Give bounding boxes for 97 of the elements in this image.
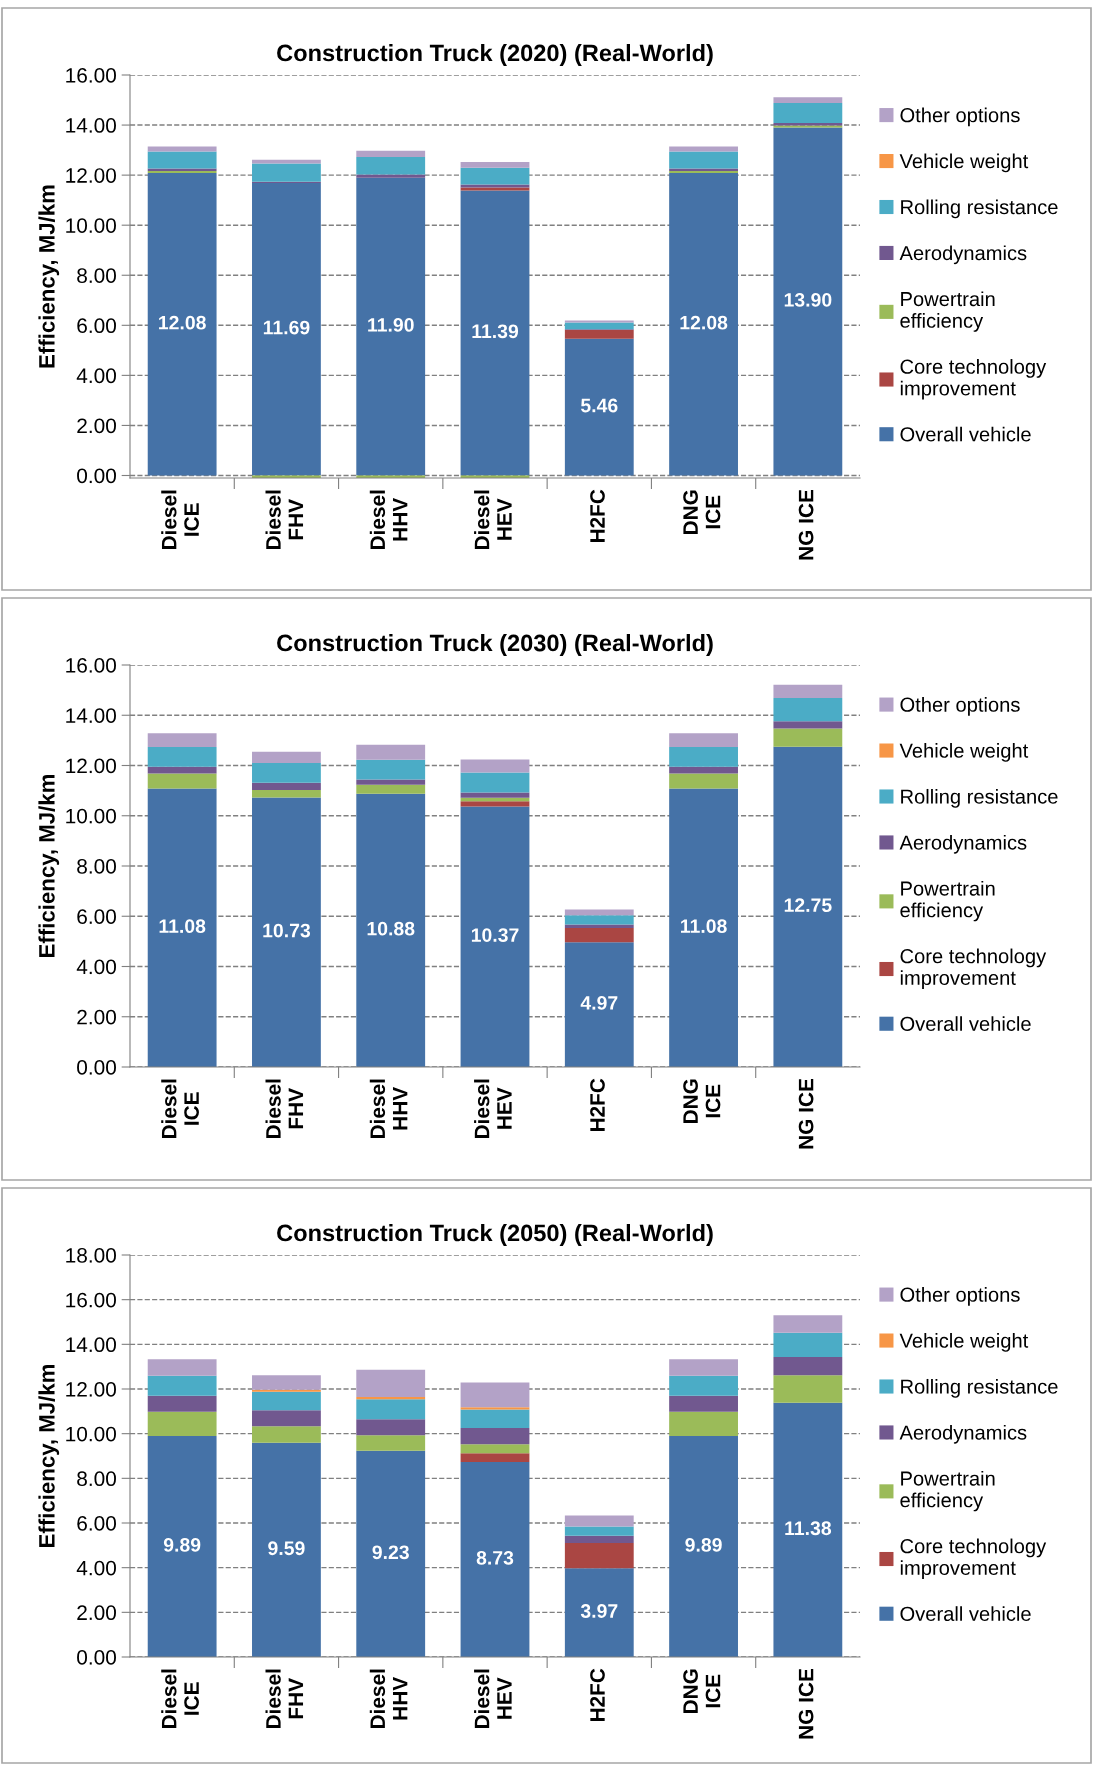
- y-tick-label: 6.00: [77, 318, 116, 334]
- x-tick-label: H2FC: [590, 1668, 605, 1722]
- data-label: 10.73: [263, 923, 311, 938]
- legend-label: Overall vehicle: [900, 1016, 1031, 1031]
- y-tick-label: 12.00: [66, 1382, 116, 1397]
- legend-label: Rolling resistance: [901, 788, 1058, 808]
- data-label: 11.69: [263, 320, 310, 335]
- data-label: 3.97: [580, 1604, 618, 1618]
- y-tick-label: 6.00: [77, 1516, 116, 1531]
- x-tick-label: Diesel FHV: [265, 1079, 304, 1139]
- data-label: 11.39: [472, 324, 519, 339]
- chart-title: Construction Truck (2020) (Real-World): [277, 44, 713, 67]
- y-tick-label: 4.00: [76, 1560, 116, 1576]
- y-tick-label: 0.00: [77, 1060, 116, 1075]
- y-tick-label: 12.00: [66, 758, 116, 774]
- data-label: 10.37: [471, 928, 519, 942]
- legend-label: Other options: [900, 1287, 1020, 1306]
- data-label: 12.08: [680, 315, 728, 330]
- legend-label: Vehicle weight: [899, 1333, 1029, 1352]
- legend-label: Powertrain efficiency: [900, 291, 995, 332]
- x-tick-label: Diesel HHV: [369, 1079, 408, 1139]
- x-tick-label: Diesel HHV: [369, 490, 408, 550]
- y-tick-label: 16.00: [66, 1292, 116, 1308]
- legend-label: Rolling resistance: [901, 1378, 1058, 1398]
- x-tick-label: DNG ICE: [683, 1079, 721, 1124]
- y-tick-label: 8.00: [77, 859, 116, 874]
- x-tick-label: Diesel ICE: [161, 490, 199, 550]
- data-label: 5.46: [580, 398, 618, 413]
- y-tick-label: 16.00: [66, 68, 116, 83]
- x-tick-label: Diesel ICE: [161, 1669, 199, 1729]
- data-label: 8.73: [476, 1550, 514, 1565]
- y-tick-label: 14.00: [66, 118, 116, 133]
- data-label: 9.89: [163, 1538, 201, 1552]
- y-tick-label: 10.00: [66, 218, 116, 233]
- data-label: 11.08: [159, 919, 206, 934]
- x-tick-label: DNG ICE: [683, 1669, 721, 1714]
- legend-label: Other options: [900, 107, 1020, 127]
- y-axis-title: Efficiency, MJ/km: [38, 185, 60, 368]
- x-tick-label: Diesel ICE: [161, 1079, 199, 1139]
- y-tick-label: 16.00: [66, 658, 116, 673]
- data-label: 4.97: [580, 996, 618, 1010]
- y-tick-label: 18.00: [66, 1248, 116, 1263]
- y-tick-label: 4.00: [76, 959, 116, 975]
- x-tick-label: H2FC: [590, 489, 605, 543]
- data-label: 9.23: [372, 1545, 409, 1560]
- data-label: 11.08: [681, 919, 727, 934]
- x-tick-label: NG ICE: [798, 1668, 814, 1739]
- y-tick-label: 2.00: [77, 1605, 116, 1621]
- x-tick-label: Diesel FHV: [265, 1669, 304, 1729]
- legend-label: Aerodynamics: [899, 245, 1027, 265]
- legend-label: Overall vehicle: [900, 426, 1031, 442]
- y-tick-label: 14.00: [66, 708, 116, 723]
- legend-label: Rolling resistance: [901, 199, 1058, 219]
- legend-label: Other options: [900, 697, 1020, 716]
- x-tick-label: NG ICE: [798, 489, 814, 560]
- y-tick-label: 14.00: [66, 1337, 116, 1353]
- legend-label: Overall vehicle: [900, 1606, 1031, 1621]
- y-tick-label: 2.00: [77, 1009, 116, 1025]
- x-tick-label: Diesel HEV: [474, 490, 512, 550]
- y-tick-label: 10.00: [66, 1426, 116, 1442]
- legend-label: Vehicle weight: [899, 153, 1029, 173]
- data-label: 10.88: [367, 921, 415, 936]
- x-tick-label: Diesel HEV: [474, 1669, 512, 1729]
- y-tick-label: 4.00: [76, 368, 116, 384]
- chart-title: Construction Truck (2050) (Real-World): [277, 1224, 713, 1247]
- y-tick-label: 2.00: [77, 418, 116, 434]
- x-tick-label: DNG ICE: [683, 490, 721, 535]
- data-label: 11.38: [785, 1521, 832, 1536]
- legend-label: Powertrain efficiency: [900, 1470, 995, 1512]
- y-tick-label: 12.00: [66, 168, 116, 183]
- data-label: 9.89: [685, 1538, 722, 1552]
- legend-label: Vehicle weight: [899, 743, 1029, 762]
- y-axis-title: Efficiency, MJ/km: [38, 774, 60, 957]
- legend-label: Core technology improvement: [900, 359, 1047, 400]
- legend-label: Aerodynamics: [899, 1424, 1027, 1444]
- y-tick-label: 10.00: [66, 808, 116, 824]
- data-label: 9.59: [268, 1541, 305, 1556]
- legend-label: Powertrain efficiency: [900, 880, 995, 922]
- y-tick-label: 0.00: [77, 468, 116, 484]
- x-tick-label: Diesel HEV: [474, 1079, 512, 1139]
- chart-title: Construction Truck (2030) (Real-World): [277, 634, 713, 657]
- legend-label: Core technology improvement: [900, 1538, 1047, 1579]
- legend-label: Core technology improvement: [900, 948, 1047, 989]
- y-tick-label: 8.00: [77, 1471, 116, 1487]
- data-label: 12.08: [159, 315, 206, 330]
- data-label: 12.75: [784, 898, 832, 913]
- x-tick-label: H2FC: [590, 1078, 605, 1132]
- y-tick-label: 0.00: [77, 1650, 116, 1665]
- y-tick-label: 6.00: [77, 909, 116, 924]
- x-tick-label: Diesel HHV: [369, 1669, 408, 1729]
- y-axis-title: Efficiency, MJ/km: [38, 1364, 60, 1547]
- x-tick-label: NG ICE: [798, 1078, 814, 1149]
- legend-label: Aerodynamics: [899, 834, 1027, 854]
- data-label: 11.90: [368, 318, 414, 332]
- data-label: 13.90: [784, 292, 832, 307]
- y-tick-label: 8.00: [77, 268, 116, 283]
- x-tick-label: Diesel FHV: [265, 490, 304, 550]
